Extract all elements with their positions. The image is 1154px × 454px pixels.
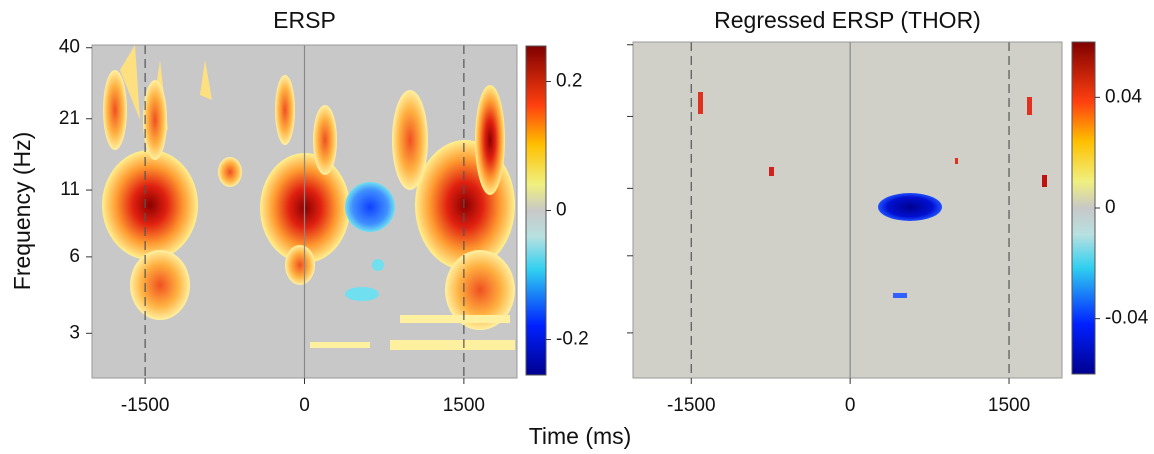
blob: [392, 90, 428, 190]
colorbar: [525, 45, 547, 376]
blob: [698, 92, 703, 114]
chart-title: ERSP: [273, 7, 336, 33]
colorbar-tick-label: -0.04: [1105, 308, 1149, 329]
blob: [103, 70, 127, 150]
blob: [893, 293, 907, 298]
blob: [878, 193, 942, 221]
blob: [275, 75, 295, 145]
blob: [285, 245, 315, 285]
blob: [313, 105, 337, 175]
plot-background: [633, 42, 1062, 378]
blob: [345, 287, 379, 301]
x-tick-label: -1500: [667, 395, 716, 416]
plot-frame: [632, 41, 1063, 379]
blob: [143, 80, 167, 160]
blob: [372, 259, 384, 271]
x-axis-label: Time (ms): [529, 423, 632, 449]
blob: [390, 340, 515, 350]
colorbar: [1071, 41, 1096, 375]
blob: [475, 85, 505, 195]
blob: [769, 167, 774, 176]
colorbar-tick-label: 0: [556, 200, 567, 221]
blob: [1042, 175, 1047, 187]
colorbar-tick-label: -0.2: [556, 329, 589, 350]
x-tick-label: 0: [299, 395, 310, 416]
blob: [1027, 97, 1032, 115]
blob: [218, 157, 242, 187]
blob: [445, 250, 515, 330]
x-tick-label: 0: [845, 395, 856, 416]
y-tick-label: 6: [69, 246, 80, 267]
y-tick-label: 11: [60, 179, 80, 200]
colorbar-tick-label: 0: [1105, 197, 1116, 218]
x-tick-label: -1500: [121, 395, 170, 416]
blob: [102, 150, 198, 260]
blob: [345, 182, 395, 232]
colorbar-tick-label: 0.04: [1105, 86, 1142, 107]
x-tick-label: 1500: [443, 395, 485, 416]
x-tick-label: 1500: [988, 395, 1030, 416]
y-tick-label: 3: [69, 322, 80, 343]
y-tick-label: 21: [59, 108, 80, 129]
blob: [130, 250, 190, 320]
blob: [310, 342, 370, 348]
y-axis-label: Frequency (Hz): [9, 132, 35, 290]
heatmap-blobs: [698, 92, 1047, 298]
y-tick-label: 40: [59, 37, 80, 58]
blob: [400, 315, 510, 323]
chart-title: Regressed ERSP (THOR): [714, 7, 981, 33]
colorbar-tick-label: 0.2: [556, 70, 582, 91]
blob: [955, 158, 958, 164]
